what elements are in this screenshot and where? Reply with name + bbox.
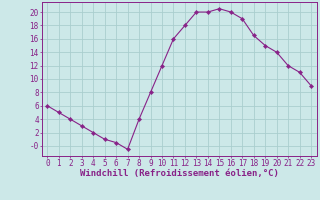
X-axis label: Windchill (Refroidissement éolien,°C): Windchill (Refroidissement éolien,°C) xyxy=(80,169,279,178)
